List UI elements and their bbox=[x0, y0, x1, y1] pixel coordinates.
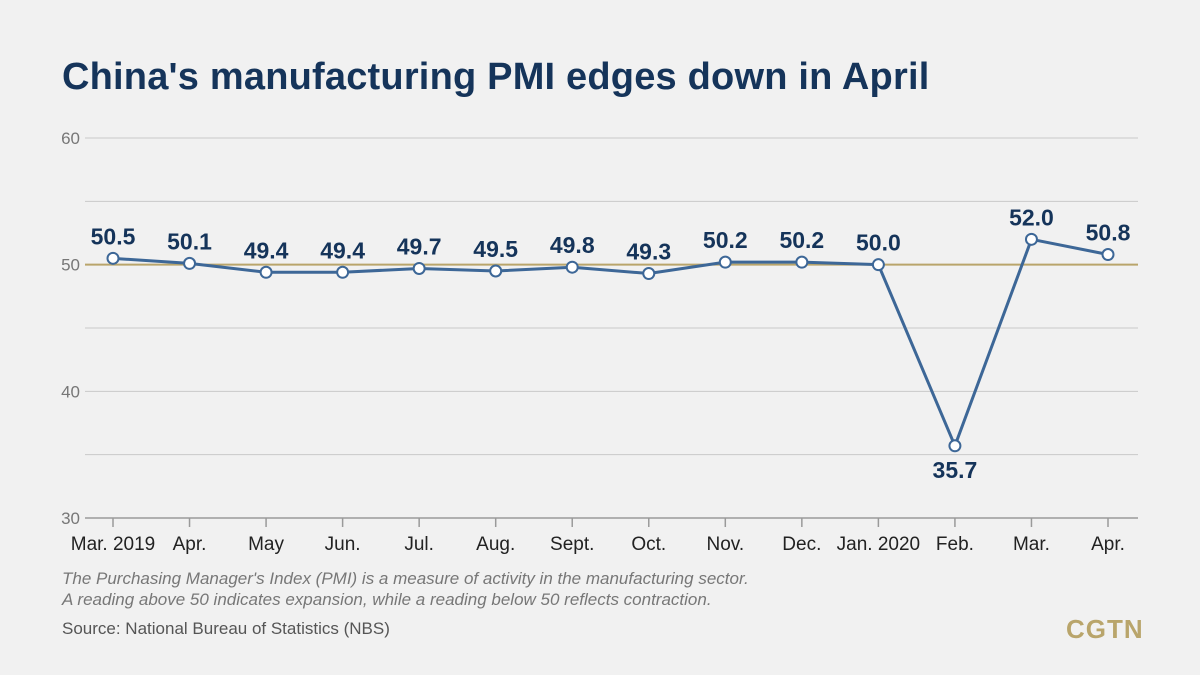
footnote-line-1: The Purchasing Manager's Index (PMI) is … bbox=[62, 569, 749, 588]
data-label: 52.0 bbox=[1009, 204, 1054, 230]
data-label: 49.7 bbox=[397, 233, 442, 259]
gridlines bbox=[85, 137, 1138, 456]
data-point bbox=[795, 255, 809, 269]
data-point bbox=[565, 260, 579, 274]
x-tick-label: Aug. bbox=[476, 534, 515, 555]
x-tick-label: Oct. bbox=[631, 534, 666, 555]
data-point bbox=[1101, 248, 1115, 262]
data-label: 49.5 bbox=[473, 236, 518, 262]
x-tick-label: Apr. bbox=[173, 534, 207, 555]
x-tick-label: Jul. bbox=[404, 534, 434, 555]
data-label: 49.4 bbox=[320, 237, 365, 263]
x-tick-label: Mar. bbox=[1013, 534, 1050, 555]
x-tick-label: Sept. bbox=[550, 534, 594, 555]
data-label: 50.2 bbox=[703, 227, 748, 253]
y-tick-label: 40 bbox=[61, 382, 80, 401]
data-label: 50.5 bbox=[91, 223, 136, 249]
data-point bbox=[259, 265, 273, 279]
data-point bbox=[948, 439, 962, 453]
brand-logo: CGTN bbox=[1066, 614, 1144, 644]
x-tick-label: Jan. 2020 bbox=[837, 534, 920, 555]
y-tick-label: 60 bbox=[61, 129, 80, 148]
y-tick-label: 30 bbox=[61, 509, 80, 528]
data-label: 50.1 bbox=[167, 228, 212, 254]
data-label: 50.8 bbox=[1086, 220, 1131, 246]
x-tick-label: Nov. bbox=[706, 534, 744, 555]
data-label: 50.0 bbox=[856, 230, 901, 256]
data-point bbox=[489, 264, 503, 278]
data-point bbox=[718, 255, 732, 269]
series-line bbox=[112, 237, 1109, 448]
x-tick-label: Dec. bbox=[782, 534, 821, 555]
x-tick-label: Mar. 2019 bbox=[71, 534, 156, 555]
y-tick-label: 50 bbox=[61, 256, 80, 275]
series-pmi bbox=[106, 232, 1115, 453]
x-tick-label: Feb. bbox=[936, 534, 974, 555]
x-tick-label: Apr. bbox=[1091, 534, 1125, 555]
data-point bbox=[412, 261, 426, 275]
x-tick-label: May bbox=[248, 534, 284, 555]
data-label: 49.4 bbox=[244, 237, 289, 263]
data-label: 49.8 bbox=[550, 232, 595, 258]
data-point bbox=[642, 267, 656, 281]
data-label: 50.2 bbox=[779, 227, 824, 253]
y-axis: 30 40 50 60 bbox=[61, 129, 80, 528]
data-labels: 50.5 50.1 49.4 49.4 49.7 49.5 49.8 49.3 50.2 50.2… bbox=[91, 204, 1131, 482]
x-tick-label: Jun. bbox=[325, 534, 361, 555]
data-point bbox=[336, 265, 350, 279]
source-text: Source: National Bureau of Statistics (N… bbox=[62, 619, 390, 638]
footnote-line-2: A reading above 50 indicates expansion, … bbox=[62, 590, 712, 609]
footnote: The Purchasing Manager's Index (PMI) is … bbox=[62, 568, 749, 610]
data-label: 49.3 bbox=[626, 239, 671, 265]
data-point bbox=[871, 258, 885, 272]
data-label: 35.7 bbox=[933, 457, 978, 483]
x-axis: Mar. 2019 Apr. May Jun. Jul. Aug. Sept. Oct. Nov… bbox=[71, 517, 1138, 555]
chart-title: China's manufacturing PMI edges down in … bbox=[62, 56, 930, 98]
data-point bbox=[106, 251, 120, 265]
data-point bbox=[183, 256, 197, 270]
data-point bbox=[1024, 232, 1038, 246]
